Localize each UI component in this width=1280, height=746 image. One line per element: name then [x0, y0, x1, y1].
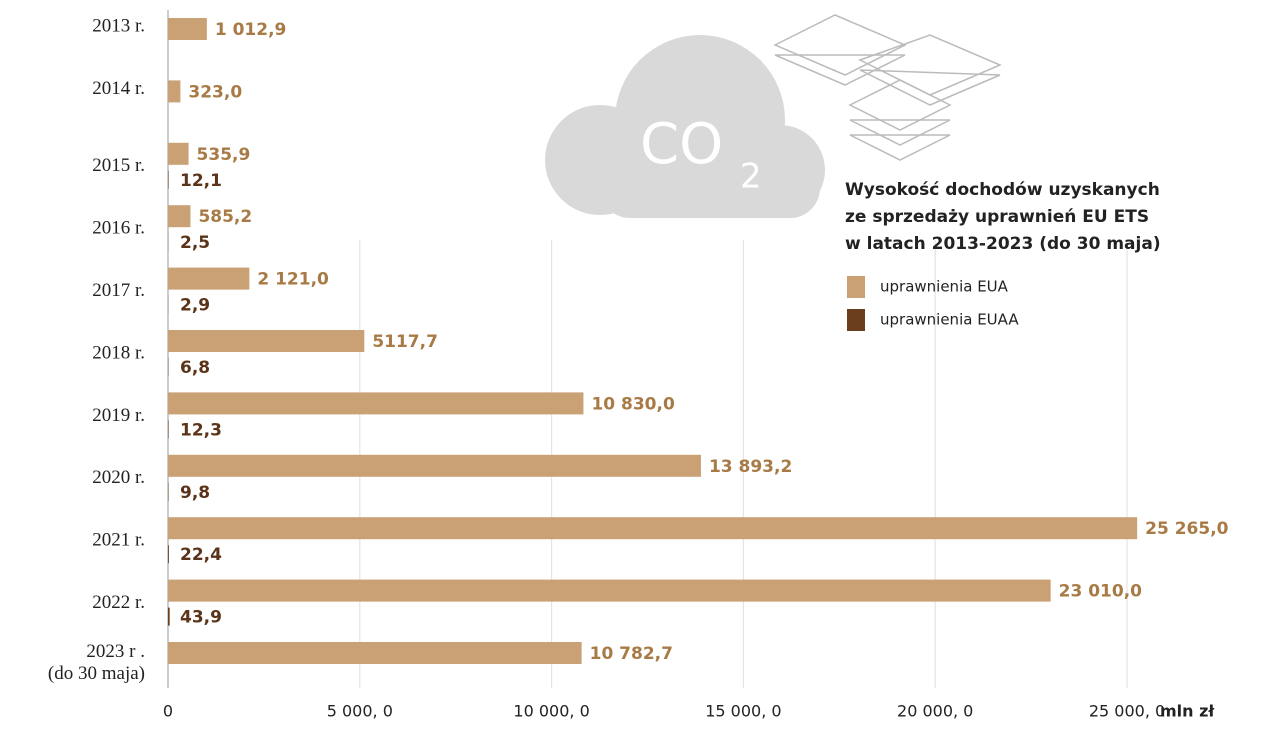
value-label: 12,3 [180, 420, 222, 440]
x-tick-label: 25 000, 0 [1089, 702, 1165, 721]
bar [168, 545, 169, 564]
bar [168, 454, 701, 477]
value-label: 323,0 [188, 82, 242, 102]
y-tick-label: 2016 r. [92, 218, 145, 239]
bar [168, 517, 1138, 540]
bar [168, 330, 365, 352]
y-tick-label: 2017 r. [92, 280, 145, 301]
bar [168, 642, 582, 664]
value-label: 585,2 [198, 207, 252, 227]
value-label: 12,1 [180, 171, 222, 191]
bar [168, 142, 189, 165]
y-tick-label: 2022 r. [92, 592, 145, 613]
y-tick-label: 2020 r. [92, 467, 145, 488]
value-label: 1 012,9 [215, 20, 287, 40]
value-label: 2 121,0 [257, 270, 329, 290]
value-label: 535,9 [197, 145, 251, 165]
y-tick-label: 2021 r. [92, 530, 145, 551]
x-axis-label: mln zł [1160, 702, 1215, 721]
value-label: 9,8 [180, 483, 210, 503]
bar [168, 205, 191, 228]
x-tick-label: 20 000, 0 [897, 702, 973, 721]
cloud-illustration: CO 2 [545, 35, 825, 218]
x-tick-label: 5 000, 0 [327, 702, 393, 721]
bar [168, 392, 584, 415]
value-label: 5117,7 [372, 332, 438, 352]
value-label: 25 265,0 [1145, 519, 1229, 539]
y-tick-label: 2013 r. [92, 15, 145, 36]
value-label: 23 010,0 [1059, 582, 1143, 602]
value-label: 2,9 [180, 296, 210, 316]
y-tick-label: 2023 r . (do 30 maja) [48, 641, 145, 684]
y-tick-label: 2015 r. [92, 155, 145, 176]
money-illustration [773, 14, 1002, 161]
legend-label: uprawnienia EUAA [880, 311, 1019, 329]
x-tick-label: 10 000, 0 [513, 702, 589, 721]
legend-label: uprawnienia EUA [880, 278, 1009, 296]
bar [168, 18, 207, 40]
value-label: 13 893,2 [709, 457, 792, 477]
value-label: 10 782,7 [590, 644, 673, 664]
cloud-text: CO [640, 112, 723, 177]
y-tick-label: 2014 r. [92, 78, 145, 99]
y-tick-label: 2019 r. [92, 405, 145, 426]
chart-title: Wysokość dochodów uzyskanych ze sprzedaży… [845, 180, 1161, 254]
value-label: 22,4 [180, 545, 222, 565]
x-tick-label: 0 [163, 702, 173, 721]
bar [168, 80, 181, 103]
bar [168, 267, 250, 290]
value-label: 10 830,0 [591, 394, 675, 414]
value-label: 6,8 [180, 358, 210, 378]
y-tick-label: 2018 r. [92, 342, 145, 363]
legend-swatch [847, 276, 865, 298]
cloud-subscript: 2 [740, 157, 762, 197]
x-tick-label: 15 000, 0 [705, 702, 781, 721]
value-label: 43,9 [180, 608, 222, 628]
legend-swatch [847, 309, 865, 331]
bar [168, 607, 170, 626]
value-label: 2,5 [180, 233, 210, 253]
bar [168, 579, 1051, 602]
